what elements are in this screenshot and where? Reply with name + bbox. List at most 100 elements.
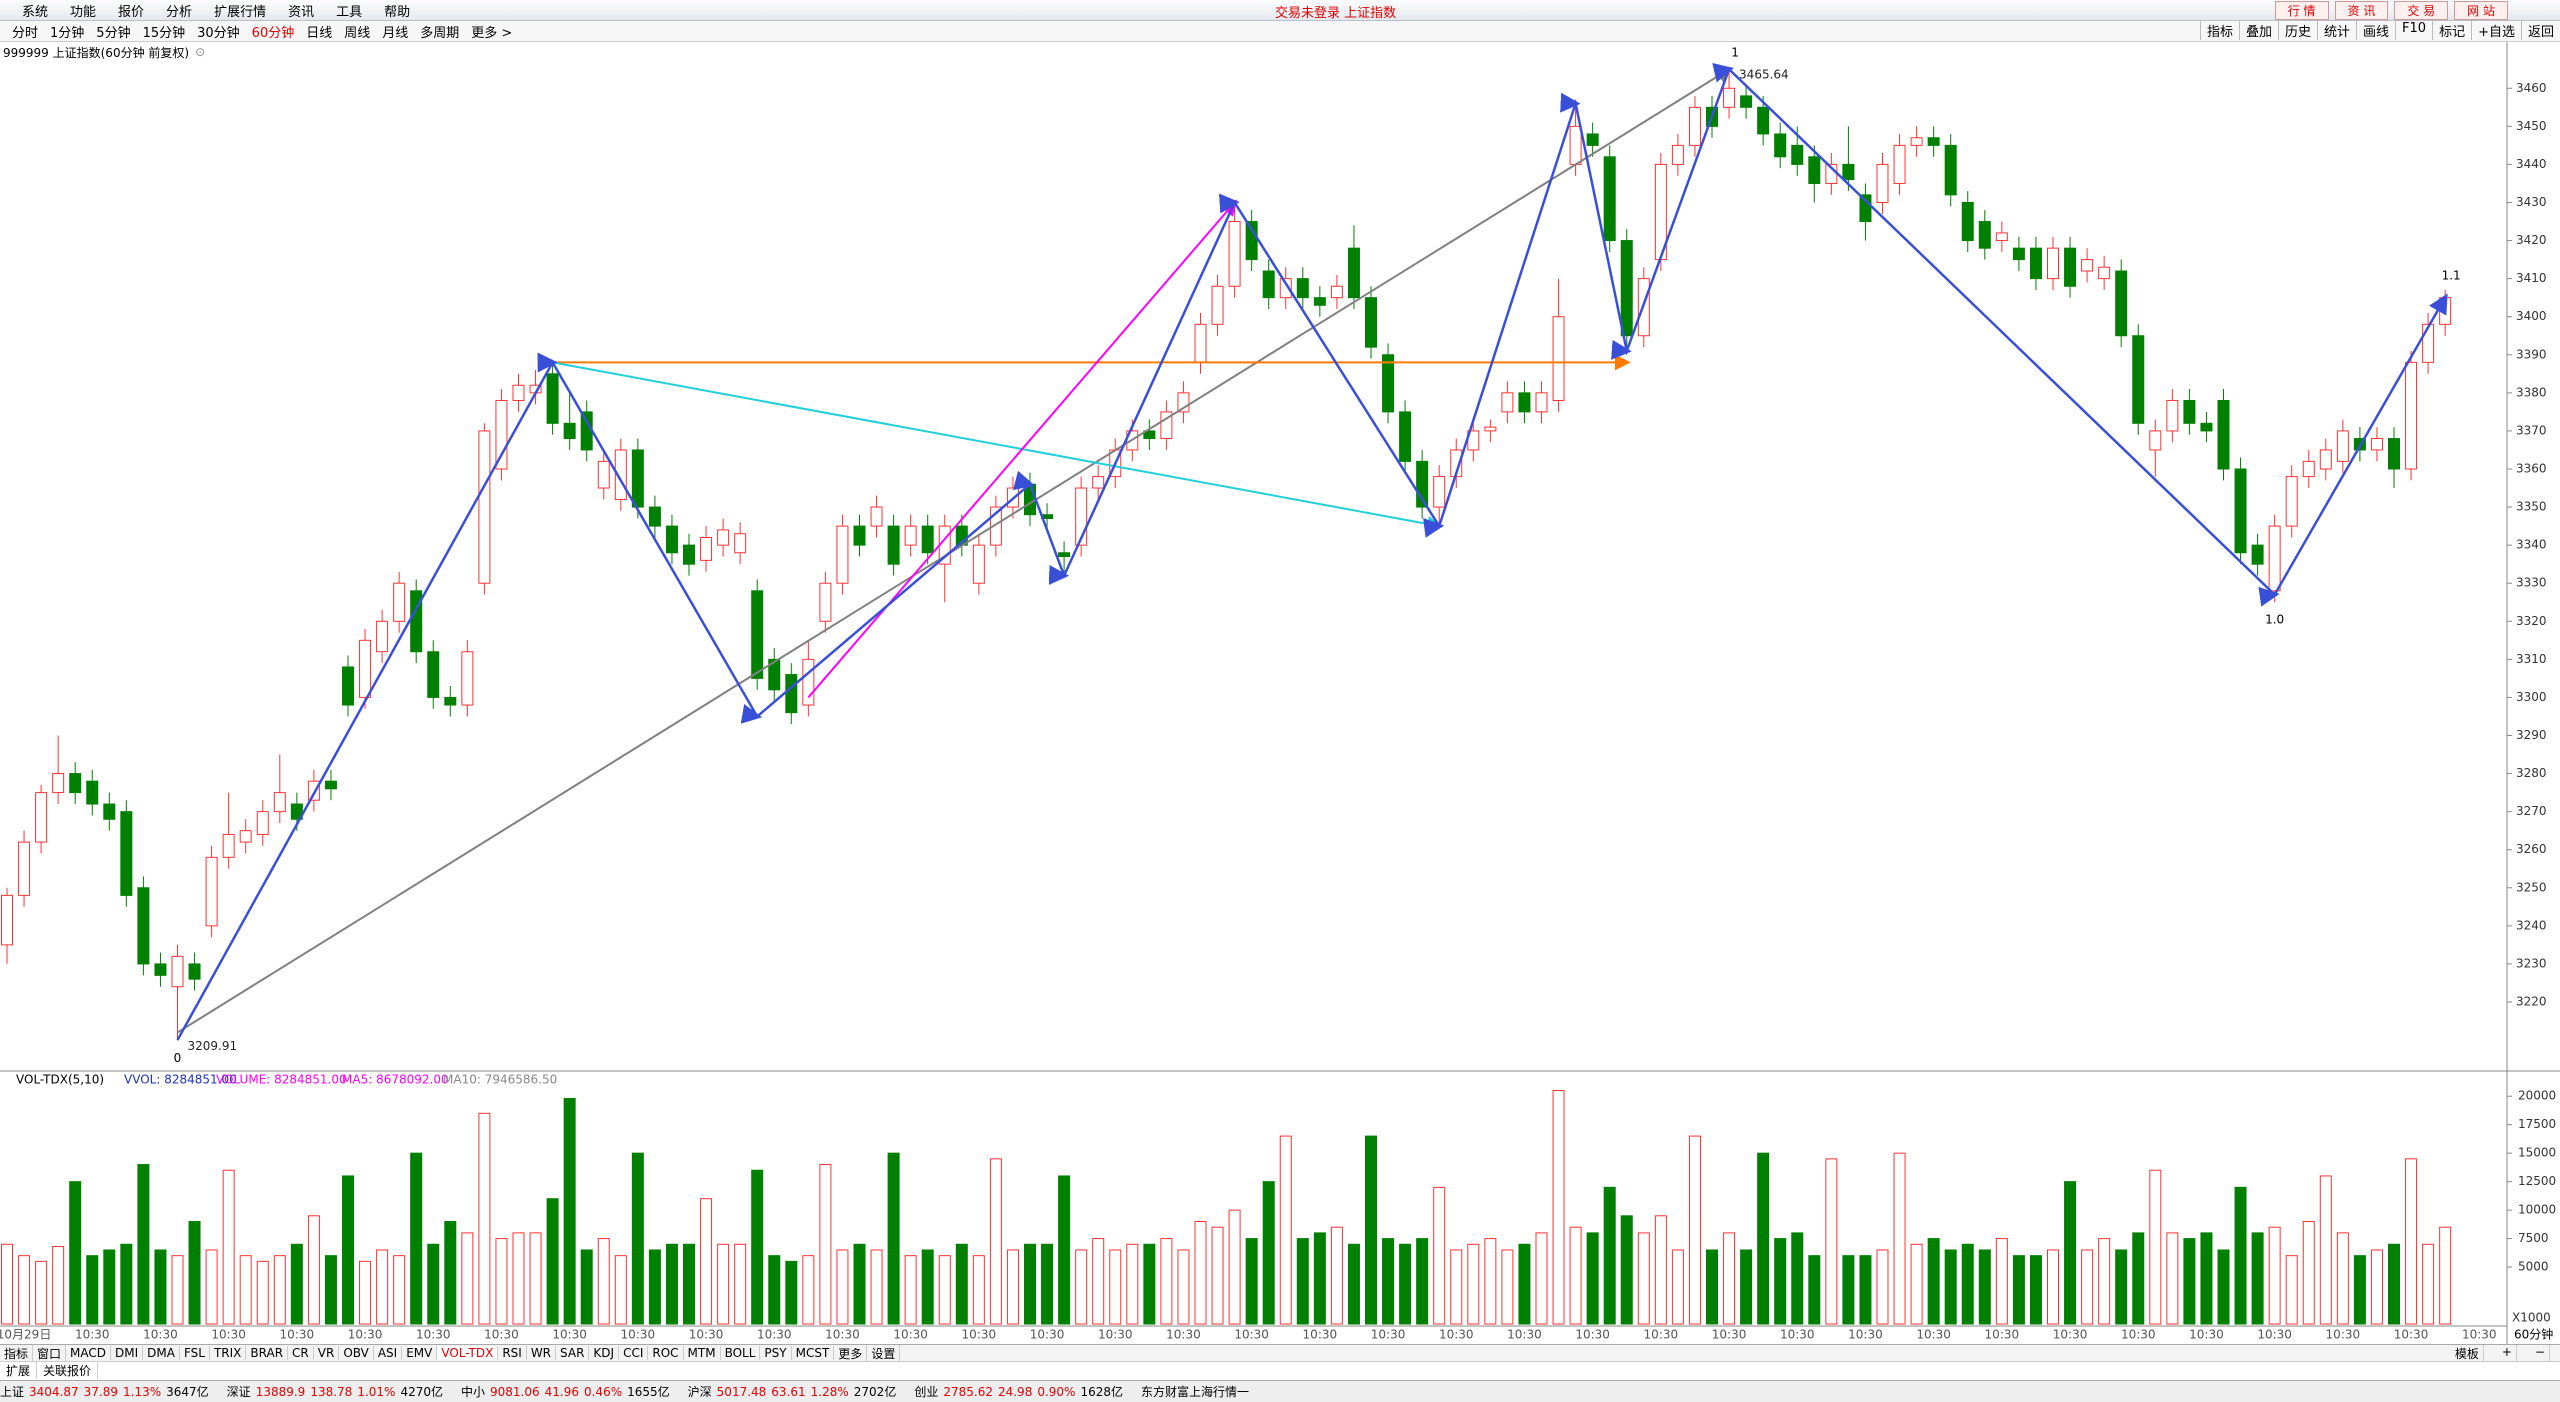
period-button[interactable]: 日线 xyxy=(306,25,333,41)
candle-body xyxy=(836,525,849,584)
candle-body xyxy=(2098,266,2111,280)
menu-item[interactable]: 功能 xyxy=(70,4,97,20)
extra-tab[interactable]: 扩展 xyxy=(0,1362,38,1379)
period-button[interactable]: 月线 xyxy=(382,25,409,41)
volume-bar xyxy=(563,1098,576,1325)
period-button[interactable]: 5分钟 xyxy=(96,25,131,41)
menu-item[interactable]: 扩展行情 xyxy=(214,4,267,20)
period-button[interactable]: 60分钟 xyxy=(251,25,295,41)
candle-body xyxy=(1501,392,1514,413)
indicator-tab[interactable]: ROC xyxy=(648,1346,684,1360)
menu-item[interactable]: 资讯 xyxy=(288,4,315,20)
indicator-tab[interactable]: SAR xyxy=(556,1346,590,1360)
index-name: 沪深 xyxy=(687,1385,712,1399)
period-button[interactable]: 分时 xyxy=(12,25,39,41)
volume-bar xyxy=(18,1255,31,1325)
candle-body xyxy=(1842,163,1855,181)
period-button[interactable]: 30分钟 xyxy=(197,25,240,41)
indicator-tab[interactable]: OBV xyxy=(339,1346,374,1360)
indicator-tab[interactable]: EMV xyxy=(402,1346,438,1360)
indicator-tab[interactable]: VOL-TDX xyxy=(437,1346,499,1360)
menu-item[interactable]: 工具 xyxy=(336,4,363,20)
indicator-tab[interactable]: KDJ xyxy=(589,1346,620,1360)
volume-bar xyxy=(1,1243,13,1325)
period-button[interactable]: 多周期 xyxy=(420,25,460,41)
extra-tab[interactable]: 关联报价 xyxy=(37,1362,99,1379)
index-quote: 上证 3404.87 37.89 1.13% 3647亿 xyxy=(0,1383,209,1400)
candle-body xyxy=(120,811,133,896)
indicator-tab[interactable]: 更多 xyxy=(834,1344,868,1362)
wave-label: 1.0 xyxy=(2265,613,2284,627)
menu-button[interactable]: 行 情 xyxy=(2274,1,2329,20)
menu-item[interactable]: 报价 xyxy=(118,4,145,20)
indicator-tab[interactable]: 设置 xyxy=(867,1344,901,1362)
x-tick-label: 10:30 xyxy=(1303,1328,1338,1342)
indicator-tab[interactable]: DMA xyxy=(143,1346,180,1360)
x-tick-label: 10:30 xyxy=(75,1328,110,1342)
settings-icon[interactable]: ⊙ xyxy=(195,45,206,59)
candle-body xyxy=(1620,240,1633,337)
volume-bar xyxy=(665,1243,678,1325)
indicator-tab[interactable]: 窗口 xyxy=(33,1344,67,1362)
volume-bar xyxy=(2200,1232,2213,1325)
indicator-tab[interactable]: PSY xyxy=(760,1346,792,1360)
tab-control[interactable]: + xyxy=(2498,1345,2517,1362)
indicator-tab[interactable]: BOLL xyxy=(721,1346,761,1360)
candle-body xyxy=(870,506,883,527)
indicator-tab[interactable]: FSL xyxy=(180,1346,210,1360)
period-button[interactable]: 更多 > xyxy=(471,25,513,41)
indicator-tab[interactable]: VR xyxy=(314,1346,340,1360)
indicator-tab[interactable]: MACD xyxy=(66,1346,112,1360)
indicator-tab[interactable]: MCST xyxy=(792,1346,835,1360)
menu-item[interactable]: 分析 xyxy=(166,4,193,20)
candle-body xyxy=(665,525,678,554)
indicator-tab[interactable]: TRIX xyxy=(210,1346,247,1360)
tool-button[interactable]: +自选 xyxy=(2471,21,2521,40)
tool-button[interactable]: 叠加 xyxy=(2238,21,2278,40)
indicator-tab[interactable]: MTM xyxy=(684,1346,721,1360)
candle-body xyxy=(2285,476,2298,527)
indicator-tab[interactable]: RSI xyxy=(498,1346,527,1360)
period-button[interactable]: 15分钟 xyxy=(142,25,186,41)
volume-legend: MA5: 8678092.00 xyxy=(342,1073,449,1087)
indicator-tab[interactable]: DMI xyxy=(111,1346,144,1360)
menu-item[interactable]: 帮助 xyxy=(384,4,411,20)
period-button[interactable]: 周线 xyxy=(344,25,371,41)
volume-bar xyxy=(1620,1215,1633,1325)
candle-body xyxy=(2012,247,2025,261)
index-quote: 深证 13889.9 138.78 1.01% 4270亿 xyxy=(227,1383,443,1400)
index-price: 5017.48 xyxy=(716,1385,767,1399)
tool-button[interactable]: F10 xyxy=(2395,21,2432,40)
candle-body xyxy=(1313,297,1326,306)
indicator-tab[interactable]: 指标 xyxy=(0,1344,34,1362)
candle-body xyxy=(734,533,747,554)
volume-bar xyxy=(222,1169,235,1325)
period-button[interactable]: 1分钟 xyxy=(50,25,85,41)
tool-button[interactable]: 统计 xyxy=(2317,21,2356,40)
indicator-tab[interactable]: CR xyxy=(288,1346,314,1360)
tab-control[interactable]: 模板 xyxy=(2451,1345,2484,1362)
menu-button[interactable]: 交 易 xyxy=(2394,1,2449,20)
volume-bar xyxy=(1194,1221,1207,1325)
tool-button[interactable]: 指标 xyxy=(2199,21,2239,40)
tool-button[interactable]: 标记 xyxy=(2432,21,2471,40)
menu-button[interactable]: 资 讯 xyxy=(2334,1,2389,20)
volume-bar xyxy=(938,1255,951,1325)
candle-body xyxy=(887,525,900,565)
x-tick-label: 10:30 xyxy=(825,1328,860,1342)
y-tick-label: 3430 xyxy=(2516,195,2547,209)
indicator-tab[interactable]: BRAR xyxy=(246,1346,289,1360)
volume-bar xyxy=(870,1249,883,1325)
indicator-tab[interactable]: CCI xyxy=(619,1346,649,1360)
indicator-tab[interactable]: ASI xyxy=(374,1346,403,1360)
menu-button[interactable]: 网 站 xyxy=(2454,1,2508,20)
menu-item[interactable]: 系统 xyxy=(22,4,49,20)
tool-button[interactable]: 返回 xyxy=(2520,21,2560,40)
trend-line xyxy=(807,199,1238,699)
volume-bar xyxy=(1024,1243,1036,1325)
indicator-tab[interactable]: WR xyxy=(527,1346,557,1360)
tool-button[interactable]: 画线 xyxy=(2356,21,2395,40)
tool-button[interactable]: 历史 xyxy=(2277,21,2317,40)
tab-control[interactable]: − xyxy=(2531,1345,2550,1362)
volume-bar xyxy=(1041,1243,1054,1325)
